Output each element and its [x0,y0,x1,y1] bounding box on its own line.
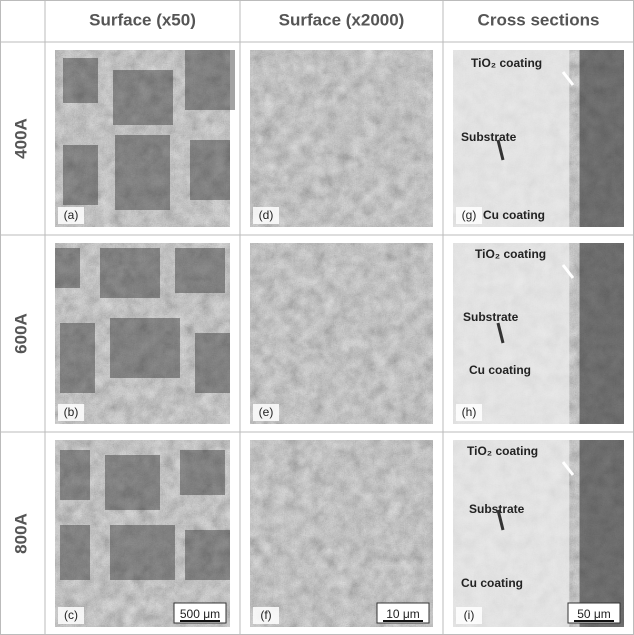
sem-image [250,440,433,627]
row-label: 600A [11,313,30,354]
mesh-hole [110,525,175,580]
panel-label: (e) [259,405,274,419]
annotation: Substrate [469,502,525,516]
image-relief [250,440,433,627]
mesh-hole [105,455,160,510]
mesh-hole [110,318,180,378]
sem-image [453,440,624,627]
image-relief [250,50,433,227]
annotation: Cu coating [469,363,531,377]
panel-label: (d) [259,208,274,222]
mesh-hole [185,530,230,580]
panel-label: (h) [462,405,477,419]
annotation: TiO₂ coating [467,444,538,458]
mount-region [580,243,624,424]
figure: Surface (x50) Surface (x2000) Cross sectio… [0,0,634,635]
sem-image [55,440,230,627]
mesh-hole [55,248,80,288]
scale-bar-label: 50 μm [577,607,611,621]
mesh-hole [63,145,98,205]
mesh-hole [60,450,90,500]
sem-image [250,50,433,227]
substrate-region [453,440,569,627]
panel-label: (g) [462,208,477,222]
mesh-hole [180,450,225,495]
substrate-region [453,243,569,424]
annotation: TiO₂ coating [475,247,546,261]
scale-bar-label: 10 μm [386,607,420,621]
mesh-hole [60,323,95,393]
row-label: 800A [11,513,30,554]
sem-image [55,50,235,227]
column-header: Surface (x50) [89,10,196,29]
sem-image [250,243,433,424]
mount-region [580,440,624,627]
mesh-hole [113,70,173,125]
column-header: Cross sections [478,10,600,29]
panel-label: (i) [464,608,475,622]
mesh-hole [185,50,235,110]
sem-image [453,243,624,424]
annotation: Substrate [461,130,517,144]
mesh-hole [175,248,225,293]
mesh-hole [63,58,98,103]
row-label: 400A [11,118,30,159]
mesh-hole [115,135,170,210]
mount-region [580,50,624,227]
annotation: Cu coating [461,576,523,590]
panel-label: (b) [64,405,79,419]
sem-image [55,243,230,424]
mesh-hole [60,525,90,580]
mesh-hole [190,140,230,200]
mesh-hole [100,248,160,298]
panel-label: (c) [64,608,78,622]
panel-label: (f) [260,608,271,622]
annotation: Cu coating [483,208,545,222]
annotation: TiO₂ coating [471,56,542,70]
image-relief [250,243,433,424]
column-header: Surface (x2000) [279,10,405,29]
mesh-hole [195,333,230,393]
scale-bar-label: 500 μm [180,607,220,621]
annotation: Substrate [463,310,519,324]
panel-label: (a) [64,208,79,222]
